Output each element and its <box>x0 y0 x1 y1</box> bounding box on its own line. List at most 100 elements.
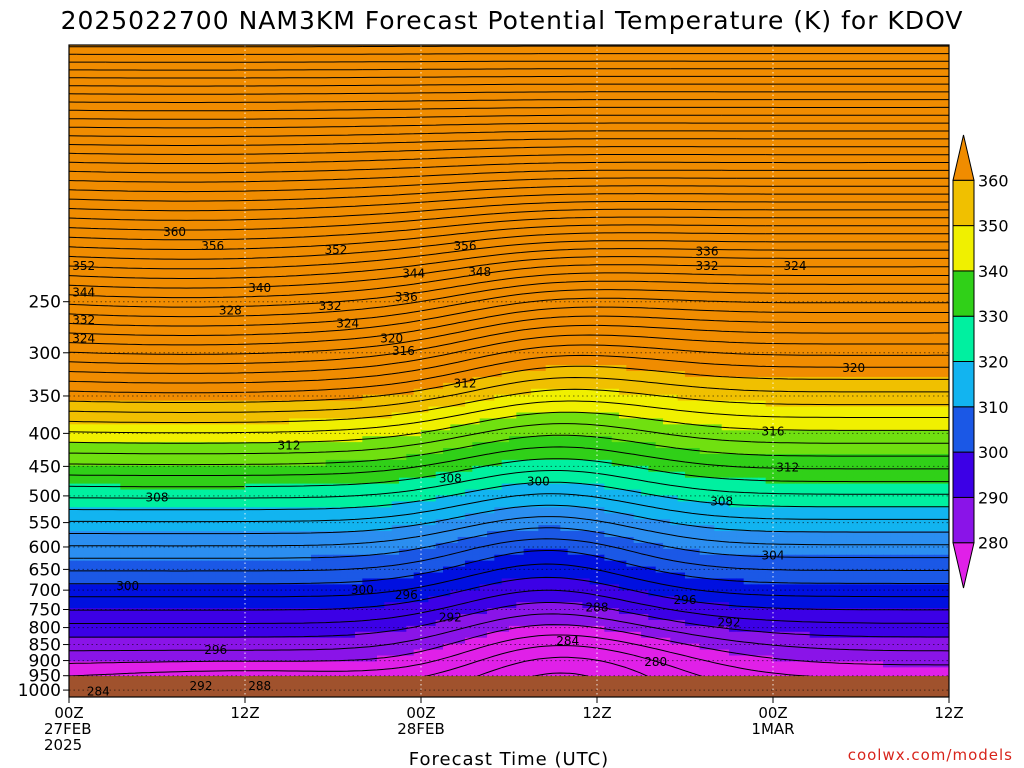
band-cell <box>318 270 327 277</box>
band-cell <box>340 127 349 135</box>
band-cell <box>457 74 466 82</box>
band-cell <box>142 205 151 212</box>
band-cell <box>318 68 327 76</box>
band-cell <box>98 252 107 259</box>
band-cell <box>912 193 921 200</box>
band-cell <box>765 276 774 283</box>
band-cell <box>171 264 180 271</box>
band-cell <box>553 62 561 70</box>
band-cell <box>472 175 481 182</box>
band-cell <box>582 216 591 224</box>
band-cell <box>325 157 334 165</box>
band-cell <box>729 264 737 271</box>
band-cell <box>164 240 173 248</box>
band-cell <box>289 228 297 236</box>
band-cell <box>853 145 862 153</box>
band-cell <box>369 234 378 242</box>
band-cell <box>76 276 85 283</box>
band-cell <box>384 110 393 117</box>
band-cell <box>201 86 209 94</box>
band-cell <box>421 62 429 70</box>
band-cell <box>758 157 767 165</box>
band-cell <box>795 74 803 82</box>
band-cell <box>443 98 451 105</box>
band-cell <box>311 139 319 147</box>
band-cell <box>201 151 209 159</box>
band-cell <box>113 56 121 64</box>
band-cell <box>252 276 261 283</box>
band-cell <box>875 86 884 94</box>
band-cell <box>934 193 943 200</box>
band-cell <box>274 276 283 283</box>
band-cell <box>355 187 363 194</box>
band-cell <box>567 92 576 99</box>
band-cell <box>707 187 715 194</box>
band-cell <box>413 68 422 76</box>
band-cell <box>171 222 180 230</box>
band-cell <box>201 258 209 265</box>
band-cell <box>406 234 415 242</box>
band-cell <box>648 50 657 58</box>
band-cell <box>714 270 723 277</box>
band-cell <box>450 127 459 135</box>
band-cell <box>853 187 862 194</box>
band-cell <box>912 228 921 236</box>
band-cell <box>553 74 561 82</box>
band-cell <box>230 122 239 129</box>
band-cell <box>589 246 598 254</box>
band-cell <box>223 199 231 206</box>
band-cell <box>377 92 385 99</box>
band-cell <box>875 163 884 171</box>
band-cell <box>787 157 796 165</box>
band-cell <box>934 181 943 188</box>
band-cell <box>245 92 253 99</box>
band-cell <box>531 222 539 230</box>
band-cell <box>861 86 869 94</box>
band-cell <box>355 234 363 242</box>
band-cell <box>905 264 913 271</box>
band-cell <box>641 133 649 141</box>
band-cell <box>765 145 774 153</box>
band-cell <box>98 92 107 99</box>
band-cell <box>193 56 202 64</box>
band-cell <box>589 222 598 230</box>
band-cell <box>171 288 180 295</box>
band-cell <box>648 282 657 289</box>
band-cell <box>809 139 818 147</box>
band-cell <box>98 193 107 200</box>
band-cell <box>113 252 121 259</box>
band-cell <box>831 56 840 64</box>
band-cell <box>780 50 789 58</box>
band-cell <box>809 234 818 242</box>
band-cell <box>883 264 891 271</box>
band-cell <box>626 50 635 58</box>
band-cell <box>186 210 195 218</box>
band-cell <box>399 270 407 277</box>
band-cell <box>685 68 693 76</box>
band-cell <box>743 210 752 218</box>
band-cell <box>553 110 561 117</box>
band-cell <box>648 145 657 153</box>
band-cell <box>135 110 143 117</box>
band-cell <box>296 228 305 236</box>
band-cell <box>494 80 503 88</box>
band-cell <box>516 246 525 254</box>
band-cell <box>193 145 202 153</box>
band-cell <box>245 145 253 153</box>
band-cell <box>384 133 393 141</box>
band-cell <box>582 276 591 283</box>
band-cell <box>472 56 481 64</box>
band-cell <box>267 80 275 88</box>
band-cell <box>450 104 459 111</box>
band-cell <box>252 62 261 70</box>
band-cell <box>905 210 913 218</box>
band-cell <box>795 169 803 176</box>
band-cell <box>692 193 701 200</box>
band-cell <box>347 116 356 123</box>
band-cell <box>919 92 928 99</box>
band-cell <box>582 210 591 218</box>
band-cell <box>193 264 202 271</box>
band-cell <box>714 68 723 76</box>
band-cell <box>875 56 884 64</box>
band-cell <box>281 80 290 88</box>
